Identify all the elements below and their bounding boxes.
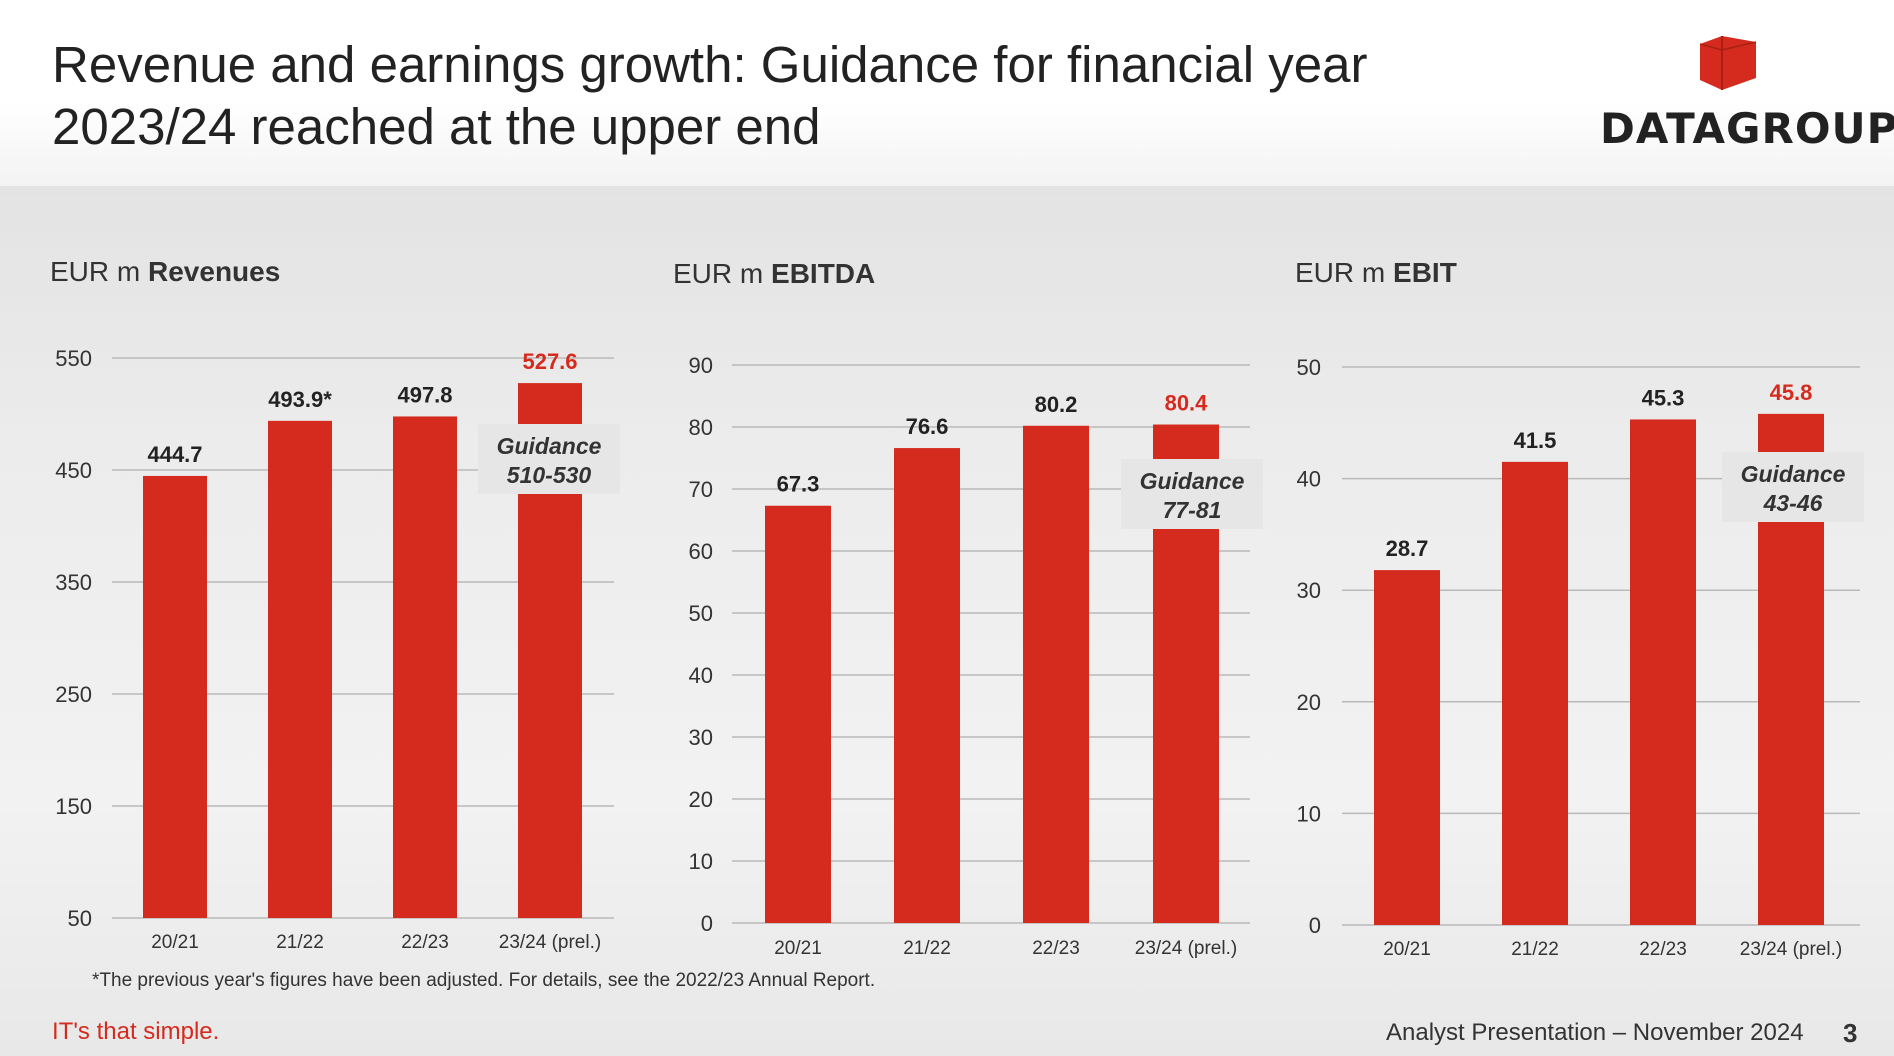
y-tick-label: 20	[689, 787, 713, 812]
chart-title-name: Revenues	[148, 256, 281, 287]
data-label: 28.7	[1386, 536, 1429, 561]
page-title-line-2: 2023/24 reached at the upper end	[52, 98, 821, 155]
y-tick-label: 250	[55, 682, 92, 707]
y-tick-label: 20	[1297, 690, 1321, 715]
guidance-box	[478, 424, 620, 494]
guidance-box	[1722, 452, 1864, 522]
header: Revenue and earnings growth: Guidance fo…	[0, 0, 1894, 186]
logo-text: DATAGROUP	[1600, 104, 1894, 153]
y-tick-label: 50	[689, 601, 713, 626]
bar	[393, 416, 457, 918]
y-tick-label: 10	[1297, 801, 1321, 826]
guidance-range: 510-530	[507, 462, 592, 488]
data-label: 80.2	[1035, 392, 1078, 417]
data-label: 493.9*	[268, 387, 332, 412]
y-tick-label: 550	[55, 346, 92, 371]
data-label: 497.8	[397, 382, 452, 407]
data-label: 45.3	[1642, 385, 1685, 410]
y-tick-label: 0	[1309, 913, 1321, 938]
page-title: Revenue and earnings growth: Guidance fo…	[52, 34, 1472, 158]
guidance-label: Guidance	[1741, 461, 1846, 487]
y-tick-label: 80	[689, 415, 713, 440]
guidance-box	[1121, 459, 1263, 529]
data-label: 444.7	[147, 442, 202, 467]
y-tick-label: 50	[1297, 355, 1321, 380]
chart-title-ebitda: EUR m EBITDA	[673, 258, 875, 290]
y-tick-label: 30	[1297, 578, 1321, 603]
data-label: 527.6	[522, 349, 577, 374]
datagroup-logo: DATAGROUP	[1594, 36, 1894, 156]
data-label: 67.3	[777, 472, 820, 497]
y-tick-label: 150	[55, 794, 92, 819]
y-tick-label: 40	[689, 663, 713, 688]
guidance-range: 43-46	[1763, 490, 1823, 516]
bar	[1023, 425, 1089, 923]
y-tick-label: 70	[689, 477, 713, 502]
data-label: 41.5	[1514, 428, 1557, 453]
x-tick-label: 23/24 (prel.)	[499, 932, 601, 953]
y-tick-label: 10	[689, 849, 713, 874]
chart-title-ebit: EUR m EBIT	[1295, 257, 1457, 289]
bar	[1374, 570, 1440, 925]
bar	[268, 420, 332, 918]
data-label: 80.4	[1165, 391, 1209, 416]
bar	[1630, 419, 1696, 925]
x-tick-label: 22/23	[401, 932, 449, 953]
bar	[1502, 461, 1568, 925]
guidance-range: 77-81	[1163, 497, 1222, 523]
bar	[765, 505, 831, 923]
x-tick-label: 22/23	[1639, 939, 1687, 960]
x-tick-label: 20/21	[151, 932, 199, 953]
chart-title-name: EBIT	[1393, 257, 1457, 288]
page-title-line-1: Revenue and earnings growth: Guidance fo…	[52, 36, 1368, 93]
chart-title-revenues: EUR m Revenues	[50, 256, 280, 288]
x-tick-label: 21/22	[903, 938, 951, 959]
guidance-label: Guidance	[1140, 468, 1245, 494]
y-tick-label: 450	[55, 458, 92, 483]
y-tick-label: 90	[689, 353, 713, 378]
x-tick-label: 21/22	[1511, 939, 1559, 960]
logo-cube-icon	[1700, 36, 1756, 90]
x-tick-label: 23/24 (prel.)	[1135, 938, 1237, 959]
x-tick-label: 22/23	[1032, 938, 1080, 959]
tagline: IT's that simple.	[52, 1018, 220, 1045]
x-tick-label: 20/21	[774, 938, 822, 959]
chart-title-prefix: EUR m	[673, 258, 764, 289]
page-number: 3	[1843, 1018, 1858, 1048]
footer-presentation-label: Analyst Presentation – November 2024	[1386, 1019, 1804, 1046]
bar	[143, 475, 207, 918]
chart-title-prefix: EUR m	[1295, 257, 1386, 288]
guidance-label: Guidance	[497, 433, 602, 459]
y-tick-label: 30	[689, 725, 713, 750]
y-tick-label: 60	[689, 539, 713, 564]
chart-title-name: EBITDA	[771, 258, 876, 289]
x-tick-label: 23/24 (prel.)	[1740, 939, 1842, 960]
bar	[894, 448, 960, 923]
x-tick-label: 20/21	[1383, 939, 1431, 960]
y-tick-label: 40	[1297, 467, 1321, 492]
y-tick-label: 0	[701, 911, 713, 936]
data-label: 45.8	[1770, 380, 1813, 405]
y-tick-label: 50	[68, 906, 92, 931]
chart-title-prefix: EUR m	[50, 256, 141, 287]
data-label: 76.6	[906, 414, 949, 439]
footnote: *The previous year's figures have been a…	[92, 970, 876, 991]
x-tick-label: 21/22	[276, 932, 324, 953]
y-tick-label: 350	[55, 570, 92, 595]
